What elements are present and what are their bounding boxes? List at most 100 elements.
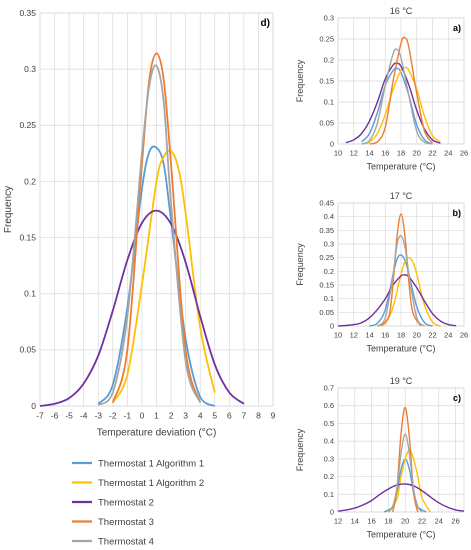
chart-b: 10 12 14 16 18 20 22 24 26 0 0.05 0.1 0.15 0.2 0.25 0.3… — [295, 191, 468, 354]
series-line-thermostat-4 — [387, 433, 423, 513]
y-tick-label: 0.5 — [324, 419, 334, 428]
x-tick-label: 10 — [334, 331, 342, 340]
x-tick-label: 12 — [334, 517, 342, 526]
x-tick-label: -2 — [109, 411, 117, 421]
y-tick-label: 0.3 — [24, 64, 36, 74]
series-line-thermostat-2 — [345, 62, 441, 144]
x-tick-label: 14 — [365, 331, 373, 340]
y-tick-label: 0 — [330, 140, 334, 149]
series-line-thermostat-2 — [39, 209, 245, 407]
legend: Thermostat 1 Algorithm 1 Thermostat 1 Alg… — [72, 459, 204, 548]
y-tick-label: 0.15 — [319, 77, 334, 86]
x-tick-label: 14 — [351, 517, 359, 526]
x-tick-label: 18 — [384, 517, 392, 526]
y-tick-label: 0.2 — [24, 176, 36, 186]
y-tick-label: 0.25 — [19, 120, 36, 130]
series-line-thermostat-4 — [361, 48, 433, 145]
y-tick-label: 0.3 — [324, 240, 334, 249]
y-tick-label: 0.05 — [19, 345, 36, 355]
x-axis-label: Temperature deviation (°C) — [97, 428, 217, 439]
chart-title: 19 °C — [390, 376, 413, 386]
y-tick-label: 0.2 — [324, 56, 334, 65]
y-axis-label: Frequency — [295, 428, 305, 471]
y-tick-label: 0.7 — [324, 384, 334, 393]
y-tick-label: 0.1 — [324, 98, 334, 107]
panel-label: d) — [261, 18, 270, 29]
legend-label: Thermostat 1 Algorithm 1 — [98, 459, 204, 470]
x-tick-label: 6 — [227, 411, 232, 421]
chart-a: 10 12 14 16 18 20 22 24 26 0 0.05 0.1 0.15 0.2 0.25 0.3… — [295, 6, 468, 172]
x-tick-label: -7 — [36, 411, 44, 421]
x-tick-label: 22 — [418, 517, 426, 526]
series-line-thermostat-3 — [369, 36, 434, 145]
y-tick-label: 0.1 — [324, 490, 334, 499]
series-line-thermostat-1-algorithm-1 — [369, 254, 433, 327]
x-tick-label: 12 — [350, 149, 358, 158]
chart-d: -7 -6 -5 -4 -3 -2 -1 0 1 2 3 4 5 6 7 8 900.050.10.150.20… — [3, 8, 276, 439]
x-tick-label: 14 — [365, 149, 373, 158]
y-tick-label: 0.4 — [324, 212, 334, 221]
y-tick-label: 0.15 — [19, 232, 36, 242]
series-line-thermostat-1-algorithm-1 — [97, 145, 216, 407]
x-tick-label: 2 — [169, 411, 174, 421]
series-line-thermostat-3 — [111, 52, 202, 403]
y-tick-label: 0.4 — [324, 437, 334, 446]
x-axis-label: Temperature (°C) — [366, 344, 435, 354]
x-tick-label: -3 — [94, 411, 102, 421]
x-tick-label: 20 — [413, 331, 421, 340]
panel-label: a) — [453, 23, 461, 33]
x-tick-label: 16 — [367, 517, 375, 526]
x-tick-label: 20 — [401, 517, 409, 526]
panel-label: c) — [453, 393, 461, 403]
y-tick-label: 0 — [330, 322, 334, 331]
x-tick-label: 0 — [140, 411, 145, 421]
y-tick-label: 0.25 — [319, 253, 334, 262]
x-tick-label: 22 — [428, 149, 436, 158]
y-tick-label: 0.2 — [324, 267, 334, 276]
y-tick-label: 0.35 — [319, 226, 334, 235]
y-tick-label: 0.35 — [19, 8, 36, 18]
y-tick-label: 0.6 — [324, 401, 334, 410]
series-line-thermostat-1-algorithm-2 — [377, 256, 441, 327]
chart-c: 12 14 16 18 20 22 24 26 0 0.1 0.2 0.3 0.4 0.5 0.6 0.7 c)… — [295, 376, 465, 540]
x-tick-label: 16 — [381, 149, 389, 158]
x-tick-label: 10 — [334, 149, 342, 158]
series-line-thermostat-4 — [97, 64, 202, 406]
x-tick-label: 24 — [444, 331, 452, 340]
y-tick-label: 0 — [330, 508, 334, 517]
x-tick-label: 12 — [350, 331, 358, 340]
x-tick-label: 26 — [460, 331, 468, 340]
x-tick-label: 4 — [198, 411, 203, 421]
x-tick-label: 5 — [212, 411, 217, 421]
panel-label: b) — [453, 208, 462, 218]
series-line-thermostat-1-algorithm-1 — [361, 67, 433, 145]
x-tick-label: 9 — [271, 411, 276, 421]
x-tick-label: -1 — [124, 411, 132, 421]
legend-label: Thermostat 4 — [98, 537, 154, 548]
x-tick-label: 7 — [242, 411, 247, 421]
y-tick-label: 0 — [31, 401, 36, 411]
x-tick-label: 20 — [413, 149, 421, 158]
x-tick-label: 26 — [460, 149, 468, 158]
y-tick-label: 0.1 — [24, 289, 36, 299]
x-tick-label: -5 — [65, 411, 73, 421]
legend-label: Thermostat 1 Algorithm 2 — [98, 478, 204, 489]
x-tick-label: 24 — [444, 149, 452, 158]
x-tick-label: 3 — [183, 411, 188, 421]
y-tick-label: 0.15 — [319, 281, 334, 290]
y-tick-label: 0.25 — [319, 35, 334, 44]
x-tick-label: 26 — [451, 517, 459, 526]
y-axis-label: Frequency — [295, 243, 305, 286]
x-tick-label: 18 — [397, 149, 405, 158]
x-tick-label: 22 — [428, 331, 436, 340]
y-tick-label: 0.1 — [324, 294, 334, 303]
legend-label: Thermostat 3 — [98, 517, 154, 528]
series-line-thermostat-1-algorithm-2 — [112, 149, 216, 404]
x-axis-label: Temperature (°C) — [366, 530, 435, 540]
series-line-thermostat-3 — [380, 213, 422, 327]
x-tick-label: 24 — [435, 517, 443, 526]
y-tick-label: 0.2 — [324, 472, 334, 481]
y-axis-label: Frequency — [295, 59, 305, 102]
y-tick-label: 0.05 — [319, 119, 334, 128]
